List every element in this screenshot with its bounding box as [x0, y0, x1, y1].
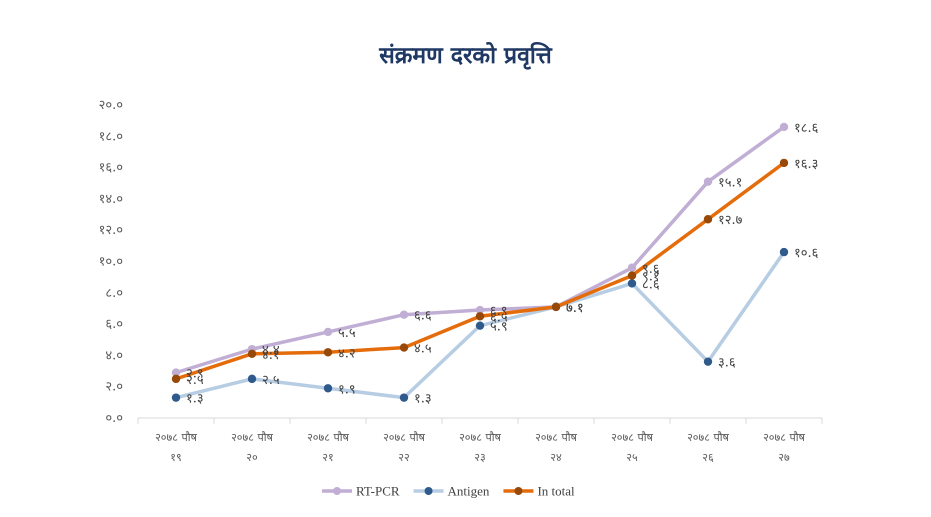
data-point — [171, 368, 181, 377]
y-tick-label: ४.० — [105, 348, 123, 363]
data-point — [399, 343, 409, 352]
x-tick-label-day: २७ — [778, 451, 790, 464]
data-label: १०.६ — [794, 246, 819, 261]
x-tick-label-day: १९ — [170, 451, 181, 464]
legend-label: Antigen — [448, 484, 490, 499]
plot-area: २.९ ४.४ ५.५ ६.६ ६.९ ७.१ ९.६ १५.१ १८.६ १.३ २.५ १.९ १.… — [171, 121, 819, 407]
data-label: १२.७ — [718, 213, 743, 228]
x-tick-label-day: २५ — [626, 451, 638, 464]
data-label: ४.४ — [262, 343, 280, 358]
series-line-0 — [174, 125, 786, 375]
data-point — [779, 158, 789, 168]
x-tick-label-day: २२ — [398, 451, 409, 464]
data-point — [399, 393, 409, 402]
data-point — [703, 177, 713, 186]
data-label: ७.१ — [566, 301, 584, 316]
data-point — [779, 247, 789, 257]
x-tick-label: २०७८ पौष — [231, 431, 273, 444]
data-label: ४.१ — [262, 348, 280, 363]
data-point — [171, 374, 181, 384]
y-tick-label: १२.० — [99, 223, 123, 238]
data-point — [399, 310, 409, 319]
x-tick-label: २०७८ पौष — [383, 431, 425, 444]
legend-label: RT-PCR — [356, 484, 400, 499]
data-point — [475, 321, 485, 330]
x-tick-label: २०७८ पौष — [687, 431, 729, 444]
data-point — [323, 384, 333, 393]
data-label: २.५ — [186, 373, 204, 388]
y-tick-label: २.० — [105, 380, 123, 395]
y-tick-label: ६.० — [105, 317, 123, 332]
x-tick-label-day: २४ — [550, 451, 562, 464]
legend-marker — [514, 487, 523, 495]
data-point — [475, 305, 485, 315]
data-point — [627, 263, 637, 272]
data-point — [703, 357, 713, 366]
x-tick-label: २०७८ पौष — [763, 431, 805, 444]
data-point — [627, 279, 637, 288]
data-point — [627, 271, 637, 280]
data-label: २.५ — [262, 373, 280, 388]
data-label: ६.६ — [414, 309, 432, 324]
y-tick-label: १६.० — [99, 161, 123, 176]
data-point — [703, 215, 713, 224]
data-label: १.३ — [414, 392, 432, 407]
data-point — [551, 302, 561, 312]
data-point — [247, 374, 257, 384]
chart-title: संक्रमण दरको प्रवृत्ति — [379, 43, 552, 69]
data-label: १.९ — [338, 382, 356, 397]
x-tick-label-day: २० — [246, 451, 258, 464]
data-point — [475, 312, 485, 321]
x-tick-label: २०७८ पौष — [459, 431, 501, 444]
data-label: ९.१ — [642, 270, 660, 285]
legend-label: In total — [537, 484, 575, 499]
y-tick-label: १८.० — [99, 129, 123, 144]
data-point — [323, 327, 333, 337]
data-label: ३.६ — [718, 356, 736, 371]
data-point — [323, 348, 333, 357]
data-label: १८.६ — [794, 121, 819, 136]
x-tick-label-day: २३ — [474, 451, 485, 464]
y-tick-label: २०.० — [99, 98, 123, 113]
data-label: ४.२ — [338, 346, 356, 361]
chart-axes: ०.० २.० ४.० ६.० ८.० १०.० १२.० १४.० १६.० १८.० २०.० २… — [99, 98, 823, 464]
legend-marker — [333, 487, 341, 495]
x-tick-label: २०७८ पौष — [535, 431, 577, 444]
data-label: १५.१ — [718, 176, 742, 191]
y-tick-label: ०.० — [105, 411, 123, 426]
data-label: ५.५ — [338, 326, 356, 341]
data-point — [247, 349, 257, 359]
x-tick-label: २०७८ पौष — [155, 431, 197, 444]
data-label: ६.५ — [490, 310, 508, 325]
y-tick-label: १०.० — [99, 255, 123, 270]
x-tick-label: २०७८ पौष — [307, 431, 349, 444]
data-label: २.९ — [186, 367, 204, 382]
y-tick-label: ८.० — [105, 286, 123, 301]
data-point — [171, 393, 181, 402]
data-label: ५.९ — [490, 320, 508, 335]
x-tick-label-day: २६ — [702, 451, 714, 464]
x-tick-label: २०७८ पौष — [611, 431, 653, 444]
data-label: १.३ — [186, 392, 204, 407]
data-point — [779, 122, 789, 132]
y-tick-label: १४.० — [99, 192, 123, 207]
data-label: ९.६ — [642, 262, 660, 277]
data-label: ८.६ — [642, 277, 660, 292]
chart-legend: RT-PCR Antigen In total — [322, 484, 575, 499]
legend-marker — [424, 487, 433, 495]
data-label: १६.३ — [794, 157, 818, 172]
x-tick-label-day: २१ — [322, 451, 333, 464]
data-label: ७.१ — [566, 301, 584, 316]
data-label: ६.९ — [490, 304, 508, 319]
data-label: ४.५ — [414, 342, 432, 357]
